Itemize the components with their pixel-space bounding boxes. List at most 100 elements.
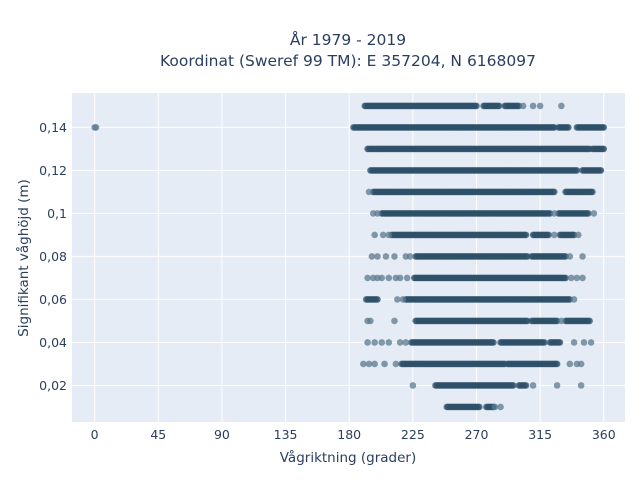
chart-subtitle: Koordinat (Sweref 99 TM): E 357204, N 61… (160, 52, 536, 70)
data-point (360, 360, 367, 368)
x-tick-label: 135 (274, 427, 298, 442)
y-axis-title: Signifikant våghöjd (m) (15, 179, 32, 337)
data-point (381, 360, 388, 368)
data-point (562, 274, 569, 282)
data-point (365, 360, 373, 368)
data-point (473, 102, 480, 110)
data-point (577, 382, 585, 389)
data-point (367, 317, 374, 325)
data-point (391, 317, 398, 325)
x-axis-title: Vågriktning (grader) (280, 449, 417, 466)
data-point (368, 253, 376, 260)
data-points (91, 102, 608, 411)
data-point (522, 231, 530, 239)
data-point (393, 296, 401, 303)
y-axis-ticks: 0,02 0,04 0,06 0,08 0,1 0,12 0,14 (39, 120, 67, 393)
data-point (92, 124, 100, 131)
data-point (600, 145, 608, 153)
data-point (565, 124, 572, 131)
data-point (385, 274, 393, 282)
data-point (590, 210, 598, 217)
x-tick-label: 90 (214, 427, 230, 442)
data-point (556, 339, 564, 346)
y-tick-label: 0,08 (39, 249, 67, 264)
data-point (577, 360, 585, 368)
x-axis-ticks: 0 45 90 135 180 225 270 315 360 (91, 427, 616, 442)
x-tick-label: 360 (592, 427, 616, 442)
data-point (584, 210, 592, 217)
y-tick-label: 0,02 (39, 378, 67, 393)
y-tick-label: 0,1 (47, 206, 67, 221)
y-tick-label: 0,04 (39, 335, 67, 350)
data-point (378, 274, 386, 282)
data-point (550, 210, 558, 217)
data-point (579, 274, 586, 282)
data-point (541, 339, 548, 346)
data-point (374, 253, 381, 260)
data-point (575, 231, 582, 239)
y-tick-label: 0,14 (39, 120, 67, 135)
data-point (587, 339, 595, 346)
x-tick-label: 270 (465, 427, 489, 442)
data-point (522, 382, 530, 389)
data-point (586, 317, 593, 325)
y-tick-label: 0,06 (39, 292, 67, 307)
data-point (553, 382, 561, 389)
data-point (365, 188, 373, 196)
data-point (382, 253, 390, 260)
data-point (573, 274, 581, 282)
data-point (589, 188, 596, 196)
data-point (573, 167, 581, 174)
data-point (580, 339, 588, 346)
data-point (391, 253, 398, 260)
data-point (396, 339, 404, 346)
data-point (550, 188, 558, 196)
data-point (567, 274, 575, 282)
data-point (509, 382, 517, 389)
data-point (600, 124, 608, 131)
data-point (495, 102, 503, 110)
data-point (385, 231, 393, 239)
y-tick-label: 0,12 (39, 163, 67, 178)
data-point (545, 231, 552, 239)
x-tick-label: 45 (150, 427, 166, 442)
data-point (402, 339, 410, 346)
data-point (553, 360, 561, 368)
data-point (396, 274, 404, 282)
data-point (364, 339, 371, 346)
data-point (491, 403, 499, 411)
data-point (403, 274, 411, 282)
data-point (597, 167, 605, 174)
data-point (371, 339, 378, 346)
data-point (550, 231, 558, 239)
x-tick-label: 315 (528, 427, 552, 442)
data-point (519, 102, 527, 110)
data-point (378, 339, 386, 346)
x-tick-label: 0 (91, 427, 99, 442)
data-point (374, 210, 381, 217)
data-point (371, 231, 378, 239)
data-point (399, 296, 407, 303)
data-point (558, 102, 565, 110)
data-point (374, 296, 381, 303)
data-point (558, 317, 565, 325)
data-point (570, 339, 578, 346)
data-point (570, 296, 578, 303)
data-point (529, 102, 537, 110)
data-point (579, 253, 586, 260)
x-tick-label: 180 (337, 427, 361, 442)
data-point (379, 231, 387, 239)
chart-title: År 1979 - 2019 (290, 30, 406, 49)
data-point (406, 253, 414, 260)
data-point (536, 102, 544, 110)
data-point (476, 403, 483, 411)
data-point (529, 382, 537, 389)
data-point (409, 382, 417, 389)
data-point (566, 360, 574, 368)
data-point (385, 339, 393, 346)
x-tick-label: 225 (401, 427, 425, 442)
data-point (364, 274, 371, 282)
data-point (490, 339, 497, 346)
